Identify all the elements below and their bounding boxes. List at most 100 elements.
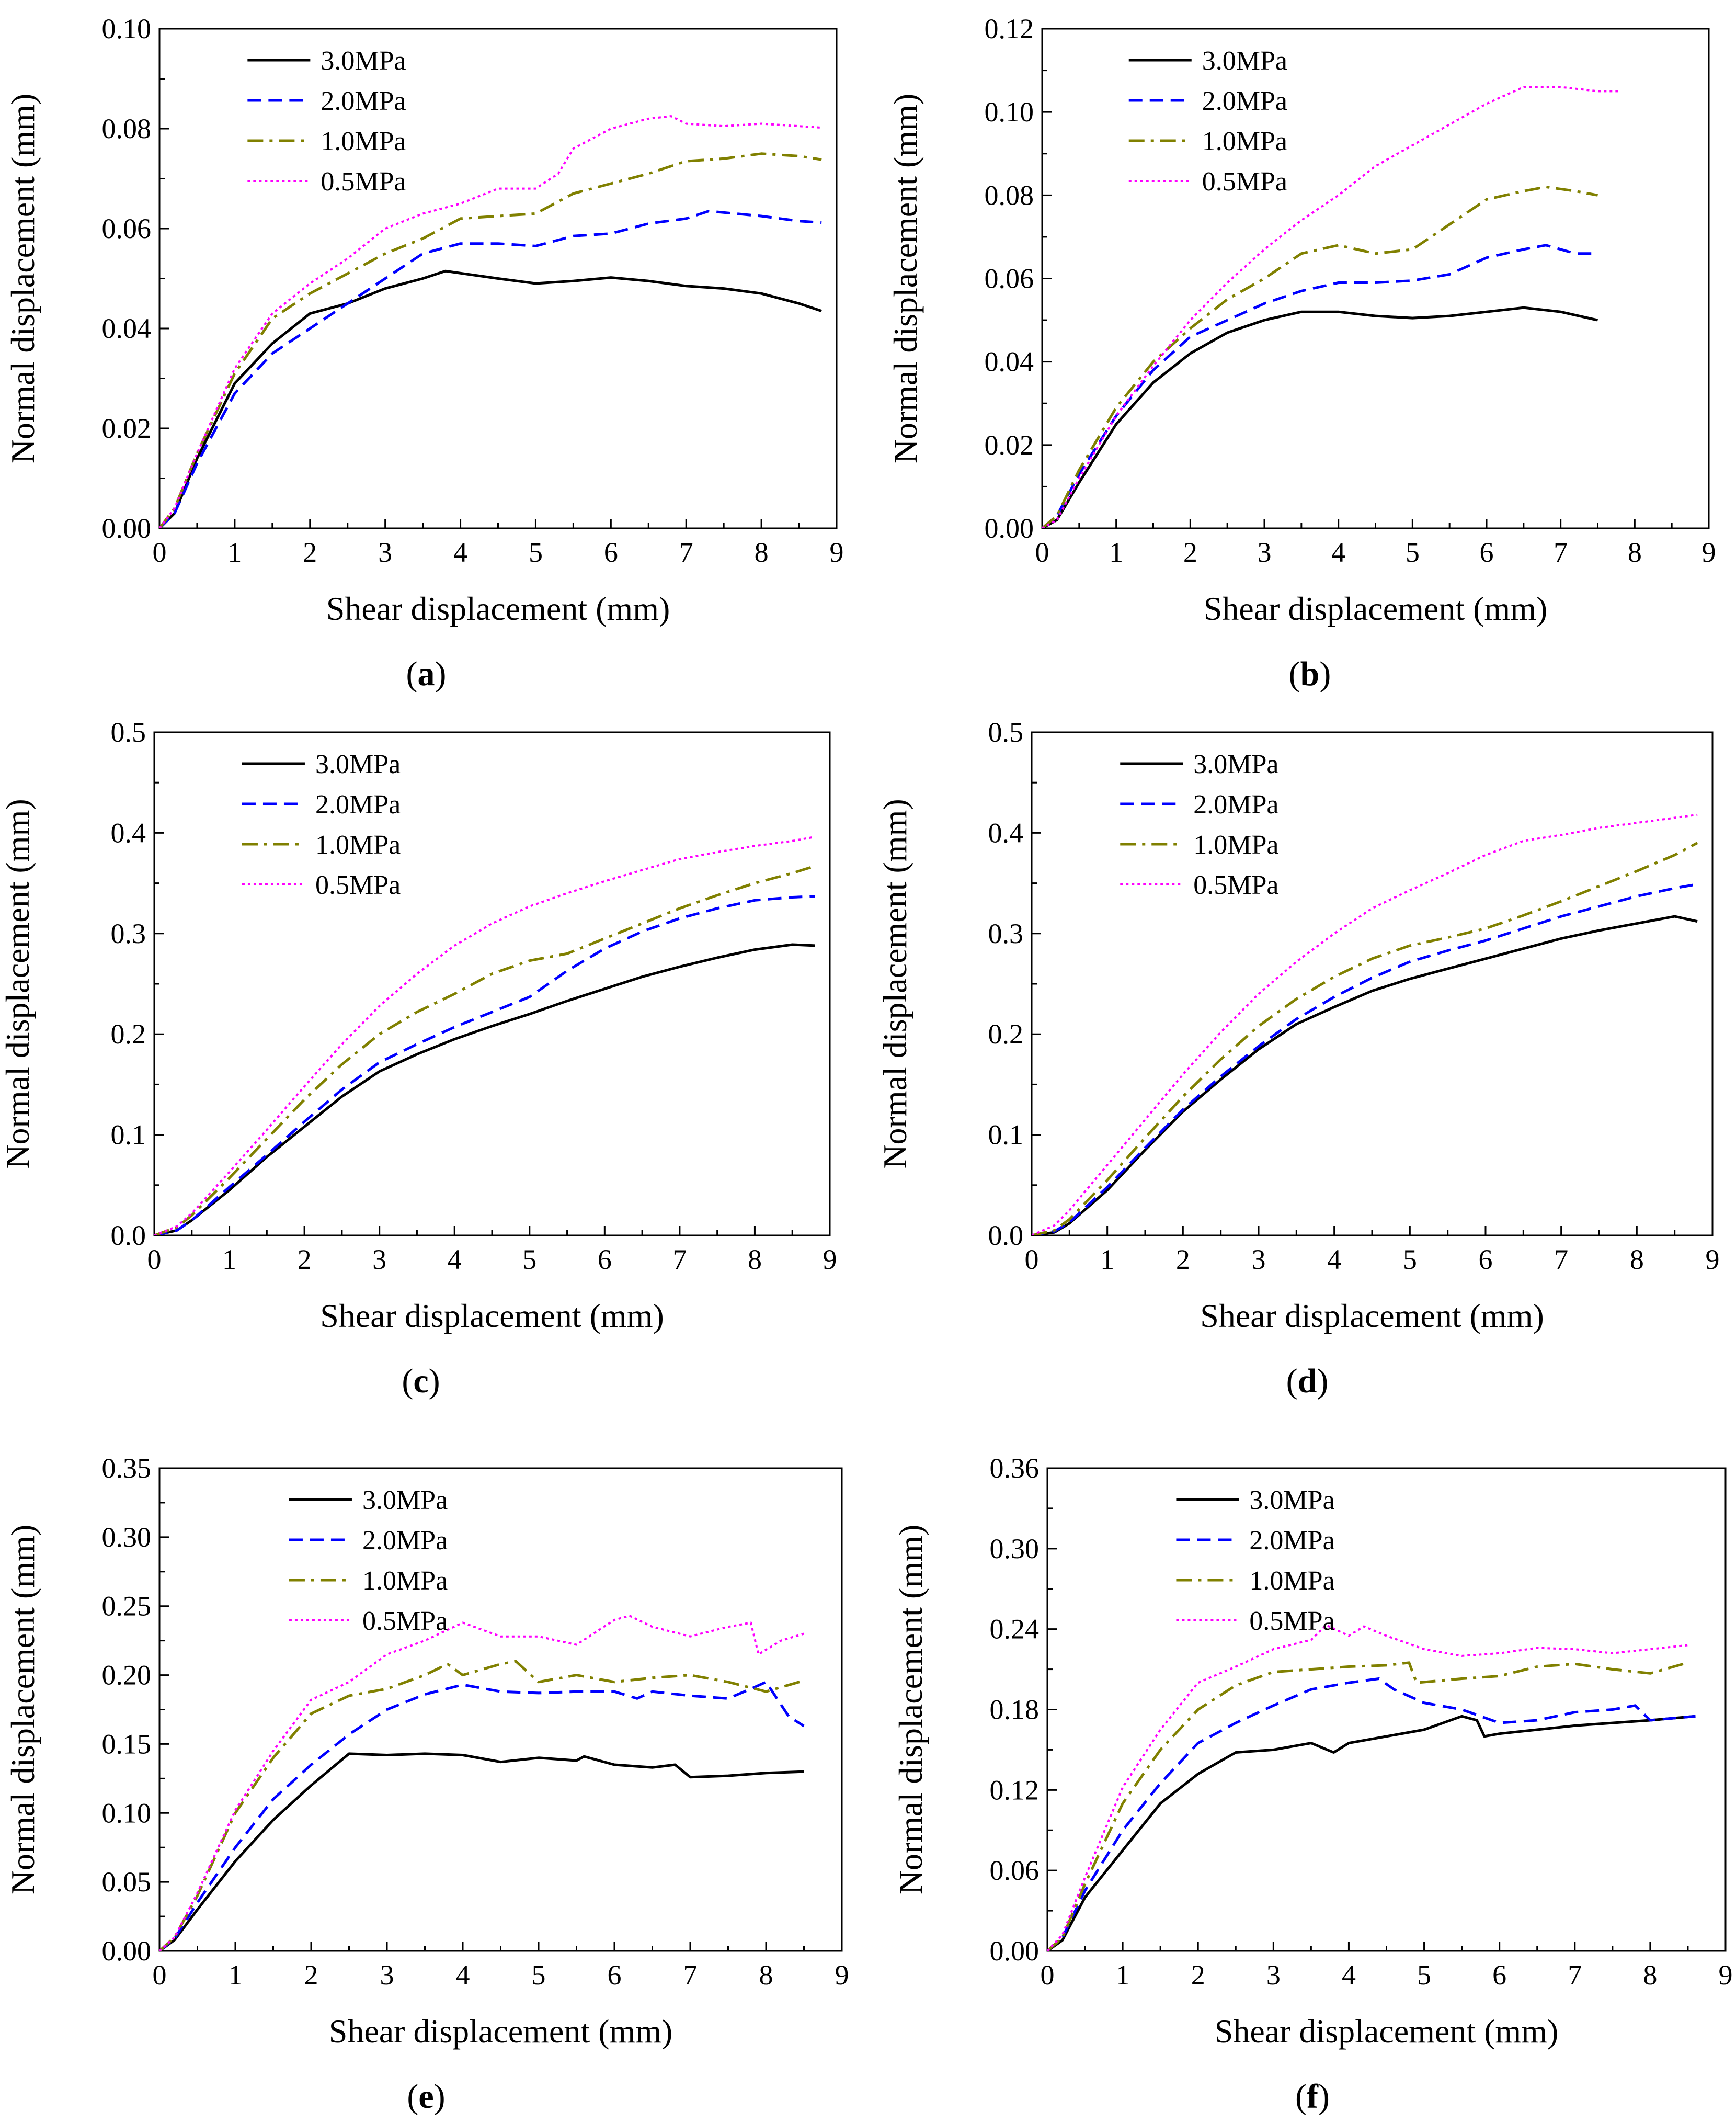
legend-label: 0.5MPa (315, 870, 401, 900)
x-tick-label: 3 (372, 1244, 386, 1275)
x-tick-label: 8 (755, 537, 769, 568)
panel-label: (c) (402, 1362, 440, 1400)
x-tick-label: 5 (1406, 537, 1420, 568)
legend-label: 1.0MPa (315, 830, 401, 860)
x-tick-label: 1 (229, 1959, 243, 1991)
series-line-2.0MPa (1032, 883, 1698, 1235)
y-axis-title: Normal displacement (mm) (887, 94, 924, 463)
series-line-1.0MPa (1042, 185, 1598, 528)
legend-label: 2.0MPa (1249, 1526, 1334, 1556)
x-tick-label: 6 (598, 1244, 612, 1275)
y-tick-label: 0.5 (988, 717, 1024, 748)
y-tick-label: 0.08 (985, 179, 1034, 211)
x-tick-label: 7 (1554, 537, 1568, 568)
x-tick-label: 8 (759, 1959, 773, 1991)
legend-label: 3.0MPa (315, 750, 401, 779)
series-line-0.5MPa (154, 836, 815, 1235)
series-line-3.0MPa (159, 269, 822, 528)
chart-panel-a: 0 1 2 3 4 5 6 7 8 9 0.00 0.02 0.04 0.06 0.08 0.10 Shear … (4, 13, 844, 693)
panel-label: (d) (1286, 1362, 1329, 1400)
x-tick-label: 0 (153, 537, 167, 568)
x-tick-label: 7 (1554, 1244, 1568, 1275)
y-tick-label: 0.1 (111, 1119, 146, 1151)
series-group (159, 115, 822, 528)
x-tick-label: 1 (222, 1244, 236, 1275)
y-tick-label: 0.3 (111, 918, 146, 949)
series-line-1.0MPa (1032, 842, 1698, 1235)
legend-label: 3.0MPa (362, 1485, 448, 1515)
x-tick-label: 7 (683, 1959, 698, 1991)
chart-panel-c: 0 1 2 3 4 5 6 7 8 9 0.0 0.1 0.2 0.3 0.4 0.5 Shear displa… (0, 717, 837, 1400)
x-tick-label: 3 (378, 537, 392, 568)
series-line-2.0MPa (159, 210, 822, 528)
series-line-0.5MPa (159, 115, 822, 528)
y-tick-label: 0.02 (102, 413, 152, 444)
y-tick-label: 0.06 (102, 213, 152, 244)
y-tick-label: 0.12 (990, 1774, 1040, 1806)
x-tick-label: 5 (532, 1959, 546, 1991)
panel-label: (e) (407, 2077, 445, 2116)
y-tick-label: 0.05 (102, 1866, 152, 1898)
x-axis-title: Shear displacement (mm) (1200, 1297, 1544, 1334)
series-line-3.0MPa (1032, 915, 1698, 1235)
y-tick-label: 0.20 (102, 1660, 152, 1691)
x-tick-label: 1 (1116, 1959, 1130, 1991)
series-line-3.0MPa (159, 1752, 804, 1951)
y-tick-label: 0.30 (990, 1533, 1040, 1564)
x-tick-label: 8 (748, 1244, 762, 1275)
legend-label: 2.0MPa (1193, 790, 1278, 820)
x-tick-label: 0 (1025, 1244, 1039, 1275)
y-tick-label: 0.35 (102, 1452, 152, 1484)
x-tick-label: 9 (1719, 1959, 1733, 1991)
series-line-3.0MPa (154, 943, 815, 1235)
chart-panel-e: 0 1 2 3 4 5 6 7 8 9 0.00 0.05 0.10 0.15 0.20 0.25 0.30 0.… (4, 1452, 849, 2116)
panel-label: (f) (1295, 2077, 1330, 2116)
x-axis-title: Shear displacement (mm) (329, 2013, 673, 2050)
legend-label: 2.0MPa (315, 790, 401, 820)
x-tick-label: 2 (303, 537, 317, 568)
x-axis-title: Shear displacement (mm) (326, 590, 670, 627)
y-tick-label: 0.3 (988, 918, 1024, 949)
x-tick-label: 9 (1702, 537, 1716, 568)
x-tick-label: 4 (453, 537, 467, 568)
x-tick-label: 7 (679, 537, 693, 568)
legend-label: 0.5MPa (1193, 870, 1278, 900)
legend-label: 1.0MPa (321, 127, 406, 156)
plot-frame (158, 1467, 843, 1952)
x-tick-label: 3 (380, 1959, 394, 1991)
x-tick-label: 8 (1630, 1244, 1644, 1275)
y-tick-label: 0.0 (111, 1220, 146, 1251)
y-tick-label: 0.30 (102, 1522, 152, 1553)
x-tick-label: 0 (147, 1244, 162, 1275)
y-tick-label: 0.04 (985, 346, 1034, 378)
y-tick-label: 0.5 (111, 717, 146, 748)
y-tick-label: 0.0 (988, 1220, 1024, 1251)
x-tick-label: 9 (830, 537, 844, 568)
legend-label: 1.0MPa (1193, 830, 1278, 860)
y-tick-label: 0.00 (102, 1935, 152, 1967)
x-tick-label: 2 (1176, 1244, 1190, 1275)
panel-label: (b) (1289, 655, 1331, 693)
legend-label: 1.0MPa (1249, 1566, 1334, 1596)
x-tick-label: 2 (1183, 537, 1197, 568)
legend-label: 0.5MPa (321, 167, 406, 197)
series-line-2.0MPa (154, 895, 815, 1235)
x-tick-label: 4 (456, 1959, 470, 1991)
x-tick-label: 1 (227, 537, 242, 568)
chart-panel-d: 0 1 2 3 4 5 6 7 8 9 0.0 0.1 0.2 0.3 0.4 0.5 Shear displa… (876, 717, 1720, 1400)
panel-label: (a) (406, 655, 447, 693)
x-tick-label: 2 (1191, 1959, 1205, 1991)
chart-panel-b: 0 1 2 3 4 5 6 7 8 9 0.00 0.02 0.04 0.06 0.08 0.10 0.12 Sh… (887, 13, 1716, 693)
y-tick-label: 0.00 (985, 513, 1034, 544)
y-tick-label: 0.18 (990, 1694, 1040, 1725)
x-tick-label: 5 (522, 1244, 536, 1275)
y-axis-title: Normal displacement (mm) (4, 94, 41, 463)
y-tick-label: 0.04 (102, 313, 152, 344)
y-tick-label: 0.12 (985, 13, 1034, 44)
legend-label: 0.5MPa (362, 1606, 448, 1636)
series-group (1047, 1624, 1696, 1951)
x-tick-label: 7 (672, 1244, 687, 1275)
series-line-0.5MPa (159, 1615, 805, 1951)
y-tick-label: 0.15 (102, 1728, 152, 1759)
series-line-2.0MPa (1047, 1677, 1696, 1951)
